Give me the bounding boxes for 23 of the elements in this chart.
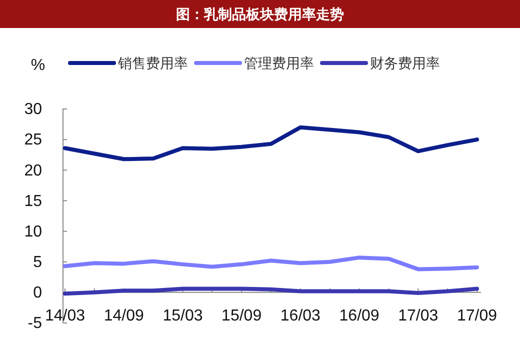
y-tick-label: 25 [24,132,42,149]
legend-label: 财务费用率 [370,55,440,71]
line-series [63,125,479,162]
x-tick-label: 17/03 [398,307,438,324]
x-tick-label: 16/09 [339,307,380,324]
legend-label: 销售费用率 [117,55,188,71]
y-tick-label: 0 [33,284,42,302]
x-tick-label: 15/09 [222,307,262,324]
legend-label: 管理费用率 [244,55,314,71]
line-series [63,256,479,272]
y-axis-title: % [30,57,46,74]
x-tick-label: 16/03 [280,307,321,324]
chart-title: 图：乳制品板块费用率走势 [176,6,344,23]
y-tick-label: -5 [28,315,42,332]
y-tick-label: 30 [24,101,42,118]
x-tick-label: 17/09 [456,307,498,324]
y-tick-label: 20 [24,162,42,180]
y-tick-label: 10 [24,223,42,240]
x-tick-label: 15/03 [162,307,203,324]
x-tick-label: 14/09 [104,307,144,324]
x-tick-label: 14/03 [44,307,86,324]
y-tick-label: 5 [33,254,42,271]
y-tick-label: 15 [24,192,42,210]
